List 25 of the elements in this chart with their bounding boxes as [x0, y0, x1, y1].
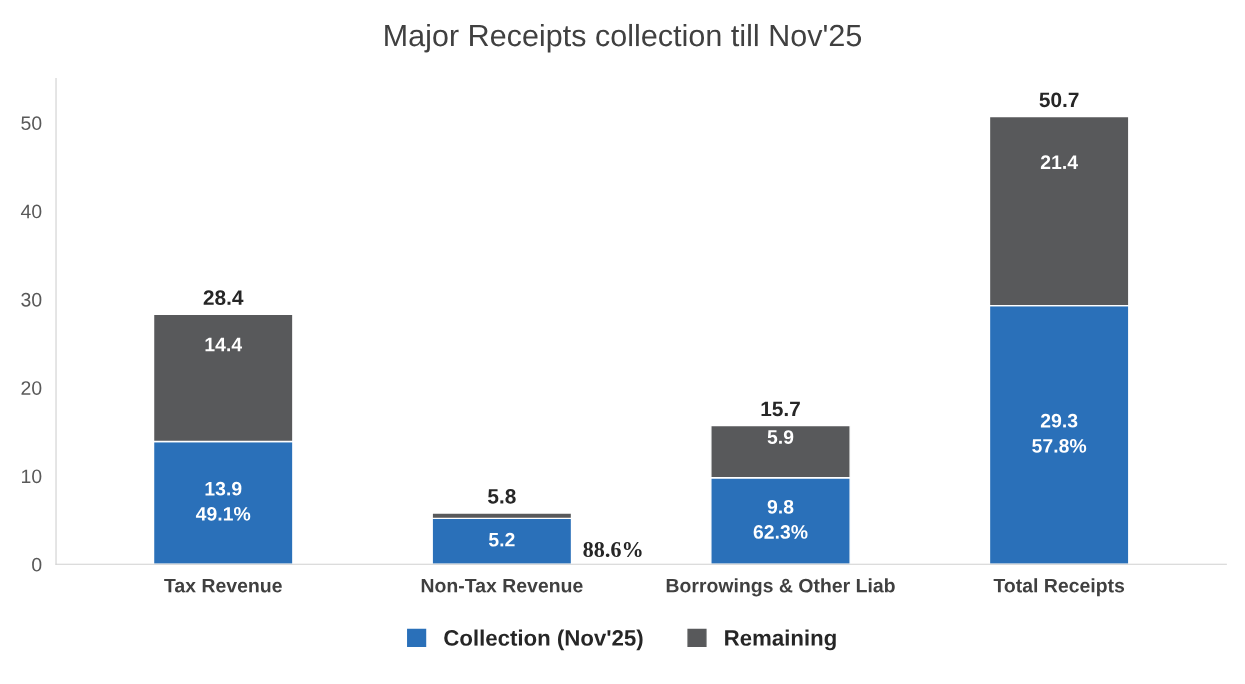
x-tick-label: Total Receipts	[993, 578, 1125, 597]
y-tick-label: 30	[21, 292, 42, 307]
data-label: 13.9 49.1%	[195, 481, 251, 521]
total-label: 50.7	[1039, 92, 1079, 108]
data-label: 9.8 62.3%	[753, 499, 808, 539]
chart-title: Major Receipts collection till Nov'25	[385, 23, 862, 53]
y-tick-label: 10	[21, 469, 42, 484]
data-label: 14.4	[205, 337, 243, 352]
total-label: 28.4	[203, 290, 244, 305]
total-label: 5.8	[488, 488, 516, 504]
annotation: 88.6%	[583, 542, 642, 558]
x-tick-label: Tax Revenue	[164, 578, 282, 593]
legend-label: Remaining	[725, 629, 836, 651]
y-tick-label: 40	[20, 204, 42, 219]
y-tick-label: 50	[21, 116, 42, 131]
data-label: 5.2	[488, 532, 515, 547]
legend-label: Collection (Nov'25)	[444, 629, 643, 651]
y-tick-label: 0	[32, 557, 42, 572]
y-tick-label: 20	[21, 381, 42, 395]
data-label: 21.4	[1040, 155, 1078, 169]
data-label: 29.3 57.8%	[1032, 413, 1087, 453]
data-label: 5.9	[767, 430, 794, 444]
x-tick-label: Borrowings & Other Liab	[666, 578, 895, 597]
total-label: 15.7	[761, 401, 800, 417]
x-tick-label: Non-Tax Revenue	[421, 578, 583, 593]
